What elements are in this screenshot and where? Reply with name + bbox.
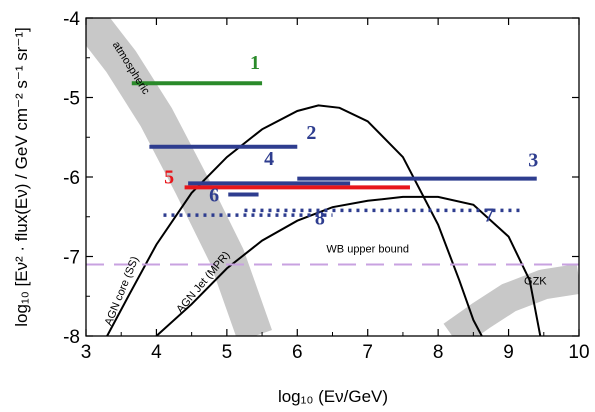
wb-upper-bound-label: WB upper bound: [326, 244, 409, 256]
x-axis-label: log₁₀ (Eν/GeV): [278, 387, 388, 406]
segment-label-3: 3: [528, 150, 538, 172]
x-tick-label: 10: [568, 342, 589, 363]
segment-label-2: 2: [306, 122, 316, 144]
segment-number-labels: 1 2 3 4 5 6 7 8: [164, 52, 538, 230]
y-tick-label: -7: [63, 248, 80, 269]
y-tick-label: -6: [63, 168, 80, 189]
segment-label-1: 1: [250, 52, 260, 74]
x-tick-label: 6: [292, 342, 303, 363]
y-axis-label: log₁₀ [Eν² · flux(Eν) / GeV cm⁻² s⁻¹ sr⁻…: [12, 27, 31, 326]
x-tick-label: 5: [222, 342, 233, 363]
gzk-label: GZK: [524, 275, 547, 287]
agn-core-label: AGN core (SS): [103, 255, 142, 328]
y-tick-label: -8: [63, 327, 80, 348]
agn-core-curve: [106, 104, 483, 336]
y-tick-label: -4: [63, 9, 80, 30]
axis-ticks: 3 4 5 6 7 8 9 10 -4 -5 -6 -7 -8: [63, 9, 589, 363]
segment-label-5: 5: [164, 166, 174, 188]
x-tick-label: 4: [151, 342, 162, 363]
sensitivity-segments: [131, 81, 537, 217]
band-gzk: [443, 263, 579, 336]
model-curves: [106, 104, 542, 336]
segment-label-7: 7: [484, 205, 494, 227]
segment-label-6: 6: [209, 185, 219, 207]
x-tick-label: 7: [362, 342, 373, 363]
agn-jet-curve: [155, 195, 542, 336]
x-tick-label: 8: [433, 342, 444, 363]
x-tick-label: 9: [503, 342, 514, 363]
segment-label-8: 8: [315, 208, 325, 230]
x-tick-label: 3: [81, 342, 92, 363]
y-tick-label: -5: [63, 89, 80, 110]
band-atmospheric: [86, 18, 272, 336]
shaded-bands: [86, 18, 579, 336]
segment-label-4: 4: [264, 148, 274, 170]
